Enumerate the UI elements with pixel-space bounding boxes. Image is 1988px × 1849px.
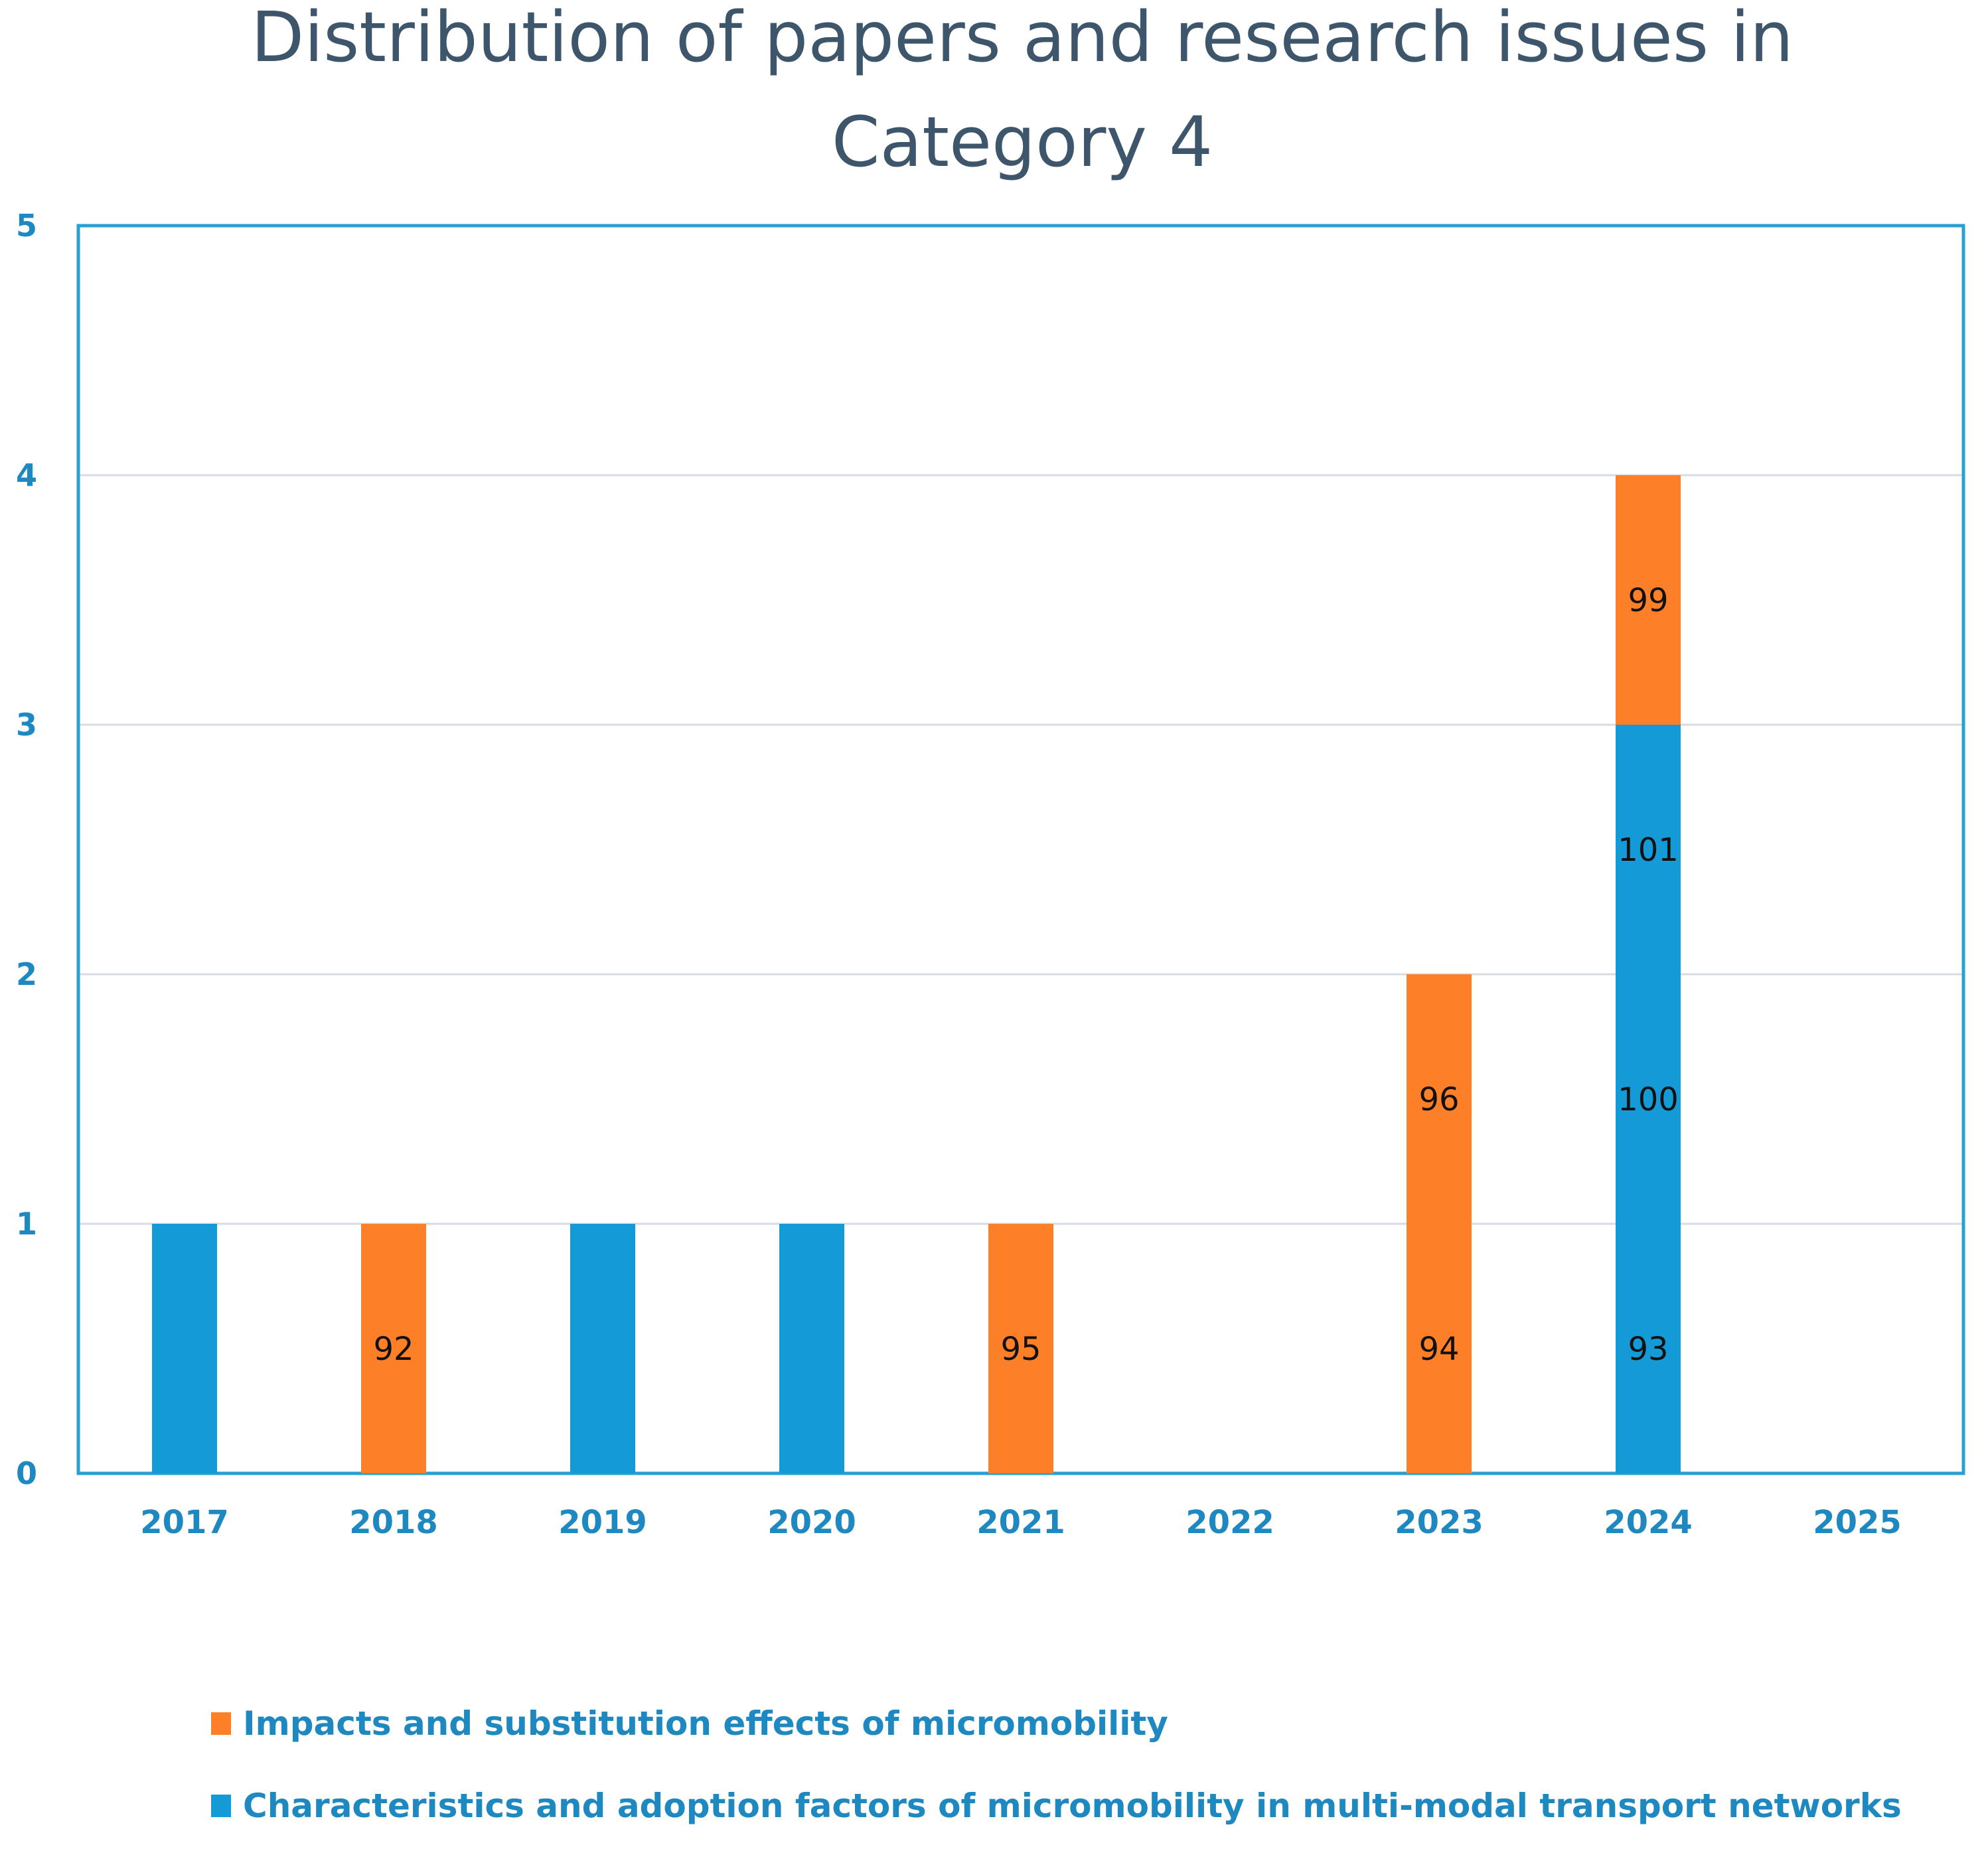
- bar-2023-series-2: [1407, 974, 1472, 1473]
- data-label: 94: [1418, 1331, 1459, 1368]
- x-tick-label: 2024: [1604, 1504, 1693, 1541]
- data-label: 95: [1000, 1331, 1041, 1368]
- y-tick-label: 0: [16, 1455, 37, 1491]
- data-label: 99: [1628, 582, 1668, 619]
- x-tick-label: 2022: [1185, 1504, 1274, 1541]
- x-tick-label: 2025: [1813, 1504, 1902, 1541]
- y-tick-label: 5: [16, 208, 37, 244]
- x-tick-label: 2020: [767, 1504, 856, 1541]
- bar-2017-series-1: [152, 1224, 217, 1473]
- chart-title: Distribution of papers and research issu…: [251, 0, 1794, 183]
- legend-swatch: [211, 1712, 231, 1735]
- bar-2024-series-2: [1616, 475, 1681, 725]
- chart-title-line-2: Category 4: [832, 102, 1213, 183]
- legend-swatch: [211, 1795, 231, 1817]
- legend-label: Characteristics and adoption factors of …: [243, 1787, 1902, 1825]
- data-label: 101: [1618, 832, 1679, 869]
- y-tick-label: 2: [16, 956, 37, 992]
- data-label: 96: [1418, 1081, 1459, 1118]
- bar-2021-series-2: [988, 1224, 1053, 1473]
- y-tick-label: 1: [16, 1206, 37, 1242]
- chart-title-line-1: Distribution of papers and research issu…: [251, 0, 1794, 78]
- x-tick-label: 2019: [558, 1504, 647, 1541]
- data-label: 100: [1618, 1081, 1679, 1118]
- bar-2018-series-2: [361, 1224, 426, 1473]
- bar-2019-series-1: [570, 1224, 635, 1473]
- data-label: 92: [373, 1331, 414, 1368]
- x-tick-label: 2018: [349, 1504, 438, 1541]
- legend-label: Impacts and substitution effects of micr…: [243, 1704, 1168, 1743]
- y-tick-label: 3: [16, 707, 37, 743]
- data-labels: 92 95 94 96 93 100 101 99: [373, 582, 1678, 1368]
- data-label: 93: [1628, 1331, 1668, 1368]
- x-axis: 2017 2018 2019 2020 2021 2022 2023 2024 2025: [140, 1504, 1902, 1541]
- y-axis: 0 1 2 3 4 5: [16, 208, 37, 1491]
- x-tick-label: 2021: [976, 1504, 1065, 1541]
- x-tick-label: 2017: [140, 1504, 229, 1541]
- bars: [152, 475, 1681, 1473]
- bar-2020-series-1: [779, 1224, 844, 1473]
- x-tick-label: 2023: [1395, 1504, 1484, 1541]
- bar-2024-series-1: [1616, 725, 1681, 1473]
- legend: Impacts and substitution effects of micr…: [211, 1704, 1902, 1825]
- y-tick-label: 4: [16, 457, 37, 493]
